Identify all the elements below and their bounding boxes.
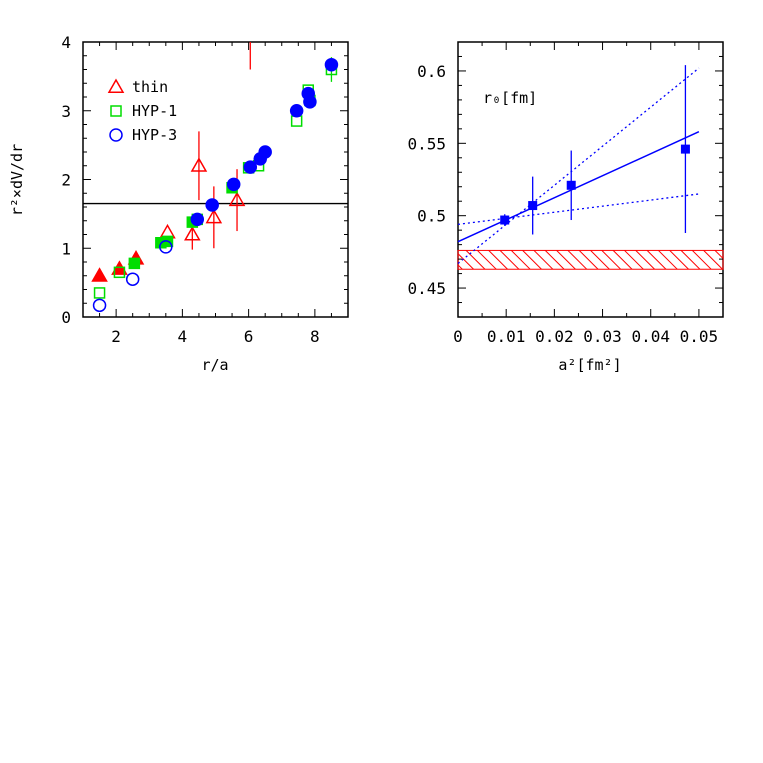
right-hatched-band: [457, 249, 724, 270]
data-point-hyp-3: [92, 298, 107, 313]
legend-marker-hyp-3: [109, 128, 123, 142]
left-axis-ticks: 2 4 6 8 0 1 2 3 4: [61, 33, 349, 346]
data-point-hyp-3: [125, 272, 140, 286]
left-data-points: [91, 21, 339, 313]
data-point: [528, 201, 538, 211]
right-y-tick-label: 0.5: [417, 207, 446, 226]
data-point: [500, 215, 510, 225]
data-point: [566, 180, 576, 190]
data-point-hyp-3: [205, 198, 219, 212]
data-point-hyp-3: [324, 57, 339, 72]
left-x-tick-label: 2: [111, 327, 121, 346]
data-point-thin: [190, 157, 208, 172]
legend-label-thin: thin: [132, 78, 168, 96]
right-panel: 0 0.01 0.02 0.03 0.04 0.05 0.45 0.5 0.55 0.6 r₀[f…: [407, 41, 724, 374]
data-point-hyp-3: [303, 95, 317, 109]
data-point-hyp-1: [113, 266, 126, 279]
data-point-thin: [205, 208, 223, 224]
left-y-tick-label: 2: [61, 171, 71, 190]
right-axis-ticks: 0 0.01 0.02 0.03 0.04 0.05 0.45 0.5 0.55 0.6: [407, 41, 724, 346]
left-y-axis-label: r²×dV/dr: [8, 144, 26, 216]
left-legend: thin HYP-1 HYP-3: [107, 78, 177, 144]
data-point-hyp-3: [258, 145, 272, 159]
left-y-tick-label: 4: [61, 33, 71, 52]
left-x-tick-label: 8: [310, 327, 320, 346]
data-point-hyp-1: [93, 287, 106, 299]
right-x-tick-label: 0.05: [680, 327, 719, 346]
right-x-tick-label: 0.01: [487, 327, 526, 346]
right-x-tick-label: 0.03: [583, 327, 622, 346]
left-panel: 2 4 6 8 0 1 2 3 4 thin HYP-1 HYP-3 r/a r²×dV/dr: [8, 21, 349, 374]
data-point-thin: [91, 267, 108, 282]
right-plot-frame: [457, 41, 724, 318]
right-x-tick-label: 0.04: [631, 327, 670, 346]
lower-bound-line: [457, 193, 699, 226]
data-point-hyp-3: [190, 212, 205, 227]
data-point-thin: [243, 21, 257, 33]
data-point-thin: [228, 191, 246, 207]
legend-marker-thin: [107, 78, 125, 93]
data-point-hyp-1: [128, 257, 141, 270]
left-x-tick-label: 4: [178, 327, 188, 346]
right-y-tick-label: 0.55: [407, 134, 446, 153]
data-point-hyp-3: [243, 160, 258, 174]
legend-label-hyp3: HYP-3: [132, 126, 177, 144]
right-y-tick-label: 0.45: [407, 279, 446, 298]
right-annotation: r₀[fm]: [483, 89, 537, 107]
legend-label-hyp1: HYP-1: [132, 102, 177, 120]
data-point-thin: [184, 225, 201, 241]
right-x-axis-label: a²[fm²]: [558, 356, 621, 374]
right-data-points: [500, 65, 690, 235]
right-x-tick-label: 0.02: [535, 327, 574, 346]
data-point-hyp-3: [226, 177, 241, 192]
data-point-hyp-3: [289, 104, 304, 118]
data-point: [680, 144, 690, 154]
left-x-axis-label: r/a: [201, 356, 228, 374]
data-point-hyp-3: [159, 240, 173, 254]
left-y-tick-label: 1: [61, 239, 71, 258]
left-y-tick-label: 3: [61, 102, 71, 121]
left-plot-frame: [82, 41, 349, 318]
left-x-tick-label: 6: [244, 327, 254, 346]
legend-marker-hyp-1: [110, 105, 122, 117]
right-x-tick-label: 0: [453, 327, 463, 346]
fit-line: [457, 131, 700, 243]
left-y-tick-label: 0: [61, 308, 71, 327]
right-fit-lines: [457, 67, 700, 264]
upper-bound-line: [457, 67, 700, 264]
data-point-hyp-1: [290, 115, 303, 127]
right-y-tick-label: 0.6: [417, 62, 446, 81]
hatched-band: [457, 249, 724, 270]
